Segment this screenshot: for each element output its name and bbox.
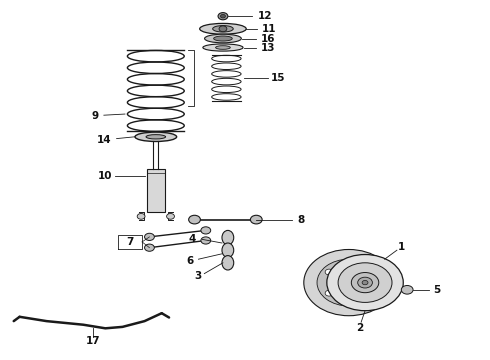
Circle shape (358, 277, 372, 288)
Ellipse shape (135, 132, 177, 141)
Circle shape (338, 275, 360, 291)
Ellipse shape (203, 44, 243, 51)
Ellipse shape (216, 46, 230, 49)
Text: 6: 6 (186, 256, 193, 266)
Text: 7: 7 (126, 237, 134, 247)
Circle shape (338, 263, 392, 302)
Text: 15: 15 (270, 73, 285, 83)
Ellipse shape (222, 243, 234, 257)
FancyBboxPatch shape (147, 169, 165, 212)
Text: 9: 9 (92, 111, 99, 121)
Ellipse shape (214, 36, 232, 41)
Circle shape (145, 244, 154, 251)
Text: 11: 11 (262, 24, 277, 34)
Text: 12: 12 (257, 11, 272, 21)
Circle shape (325, 269, 333, 275)
Ellipse shape (146, 135, 166, 139)
Circle shape (167, 213, 174, 219)
Text: 4: 4 (189, 234, 196, 244)
Circle shape (351, 273, 379, 293)
Ellipse shape (200, 23, 246, 34)
Circle shape (327, 255, 403, 311)
Circle shape (219, 26, 227, 32)
Circle shape (189, 215, 200, 224)
Ellipse shape (205, 34, 242, 43)
Circle shape (250, 215, 262, 224)
Text: 13: 13 (261, 42, 276, 53)
Circle shape (369, 280, 377, 285)
Text: 3: 3 (194, 271, 201, 281)
Text: 14: 14 (97, 135, 112, 145)
Circle shape (401, 285, 413, 294)
Text: 1: 1 (398, 242, 405, 252)
Circle shape (218, 13, 228, 20)
Text: 17: 17 (86, 336, 100, 346)
Ellipse shape (213, 26, 233, 32)
Circle shape (304, 249, 394, 316)
Circle shape (137, 213, 145, 219)
Circle shape (325, 290, 333, 296)
Text: 10: 10 (98, 171, 113, 181)
Circle shape (201, 237, 211, 244)
Circle shape (317, 259, 381, 306)
Text: 8: 8 (298, 215, 305, 225)
Circle shape (201, 227, 211, 234)
Text: 16: 16 (261, 33, 276, 44)
Ellipse shape (222, 256, 234, 270)
Circle shape (220, 14, 225, 18)
Circle shape (145, 233, 154, 240)
Circle shape (362, 280, 368, 285)
Text: 5: 5 (433, 285, 440, 295)
Circle shape (352, 297, 360, 303)
Circle shape (352, 262, 360, 268)
Ellipse shape (222, 230, 234, 245)
Text: 2: 2 (357, 323, 364, 333)
